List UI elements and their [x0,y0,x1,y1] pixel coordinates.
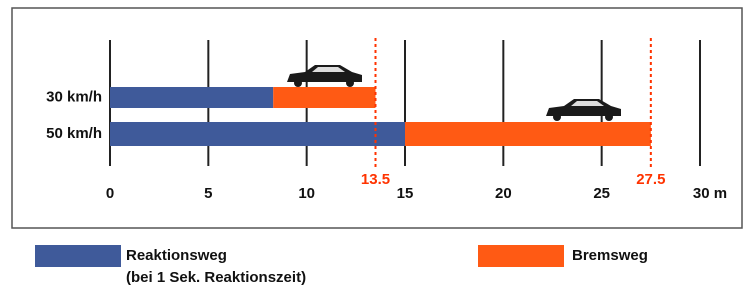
bar-segment [110,87,273,108]
legend-swatch [478,245,564,267]
x-tick-label: 30 m [693,185,727,202]
car-icon [546,99,621,121]
car-icon [287,65,362,87]
frame [12,8,742,228]
category-label: 50 km/h [46,125,102,142]
legend-label: Reaktionsweg [126,247,227,264]
legend-swatch [35,245,121,267]
legend-note: (bei 1 Sek. Reaktionszeit) [126,269,306,286]
marker-label: 27.5 [636,171,665,188]
x-tick-label: 25 [593,185,610,202]
chart: 0 5 10 15 20 25 30 m 30 km/h 50 km/h 13.5 27.5 Reak… [0,0,748,289]
bar-segment [273,87,375,108]
x-tick-label: 0 [106,185,114,202]
bar-segment [405,122,651,146]
x-tick-label: 20 [495,185,512,202]
category-label: 30 km/h [46,88,102,105]
marker-label: 13.5 [361,171,390,188]
x-tick-label: 5 [204,185,212,202]
legend-label: Bremsweg [572,247,648,264]
bar-segment [110,122,405,146]
x-tick-label: 15 [397,185,414,202]
x-tick-label: 10 [298,185,315,202]
